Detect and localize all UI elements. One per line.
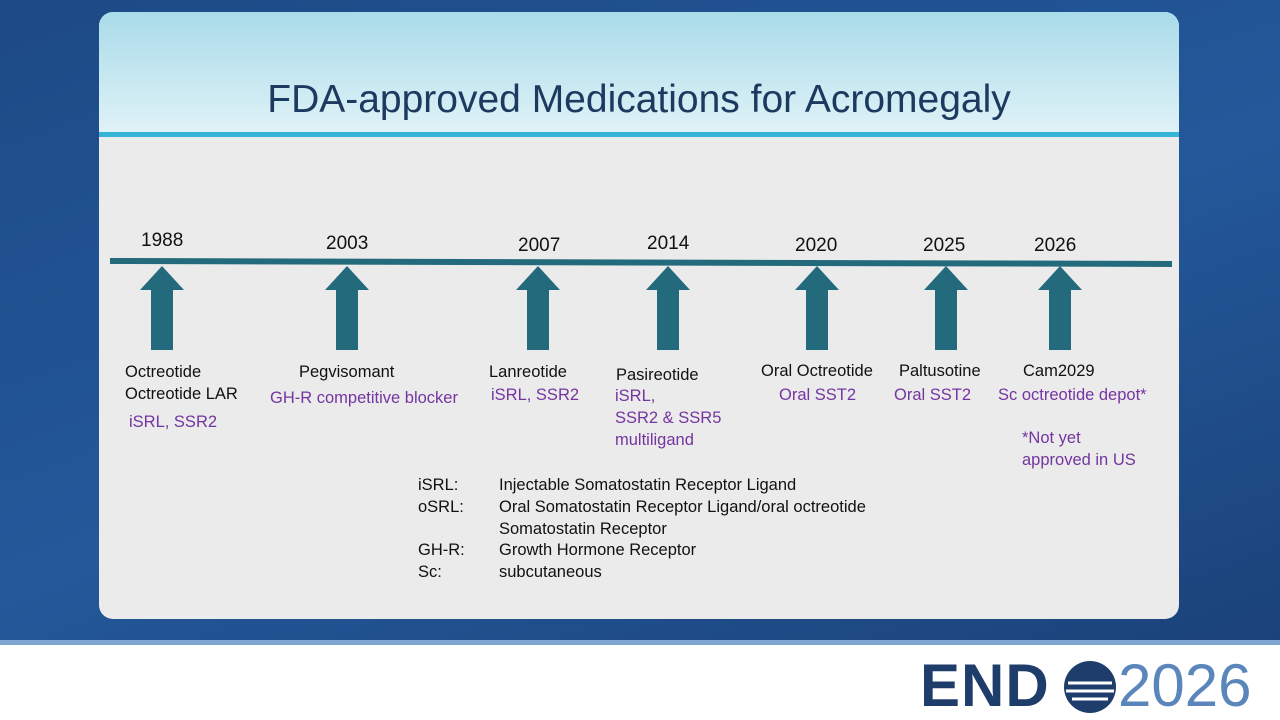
logo-left: END [920,652,1050,719]
year: 2007 [518,235,561,256]
arrow [795,266,839,350]
drug-name: Octreotide LAR [125,385,238,403]
drug-detail: multiligand [615,431,694,449]
drug-name: Octreotide [125,363,202,381]
definition: Growth Hormone Receptor [499,541,697,560]
drug-detail: GH-R competitive blocker [270,389,458,407]
arrow [325,266,369,350]
abbreviation: oSRL: [418,497,464,516]
arrow [140,266,184,350]
panel: FDA-approved Medications for Acromegaly [99,12,1179,619]
note: *Not yet [1022,429,1081,447]
definition: Oral Somatostatin Receptor Ligand/oral o… [499,497,866,516]
definition: Somatostatin Receptor [499,519,667,538]
drug-name: Paltusotine [899,362,981,380]
definition: subcutaneous [499,563,602,582]
drug-detail: Sc octreotide depot* [998,386,1147,404]
arrow [1038,266,1082,350]
drug-name: Pasireotide [616,366,699,384]
drug-detail: iSRL, [615,387,656,405]
definition: Injectable Somatostatin Receptor Ligand [499,476,797,494]
note: approved in US [1022,451,1136,469]
timeline [109,258,1173,350]
arrow [646,266,690,350]
logo-right: 2026 [1118,652,1252,719]
footer: END 2026 [0,640,1280,720]
arrow [924,266,968,350]
year: 2003 [326,233,369,254]
drug-name: Cam2029 [1023,362,1095,380]
year: 2020 [795,235,838,256]
drug-detail: iSRL, SSR2 [491,386,580,404]
abbreviation: iSRL: [418,476,459,494]
abbreviation: GH-R: [418,541,465,560]
abbreviation: Sc: [418,563,442,582]
drug-detail: Oral SST2 [894,386,972,404]
year: 2025 [923,235,966,256]
year: 2026 [1034,235,1077,256]
logo-globe [1064,661,1116,713]
timeline-line [109,258,1173,267]
drug-detail: Oral SST2 [779,386,857,404]
drug-name: Pegvisomant [299,363,395,381]
arrow [516,266,560,350]
year: 1988 [141,230,184,251]
arrows [140,266,1082,350]
drug-name: Oral Octreotide [761,362,873,380]
title: FDA-approved Medications for Acromegaly [267,78,1011,121]
header [99,12,1179,137]
drug-detail: iSRL, SSR2 [129,413,218,431]
year: 2014 [647,233,690,254]
drug-name: Lanreotide [489,363,567,381]
drug-detail: SSR2 & SSR5 [615,409,722,427]
